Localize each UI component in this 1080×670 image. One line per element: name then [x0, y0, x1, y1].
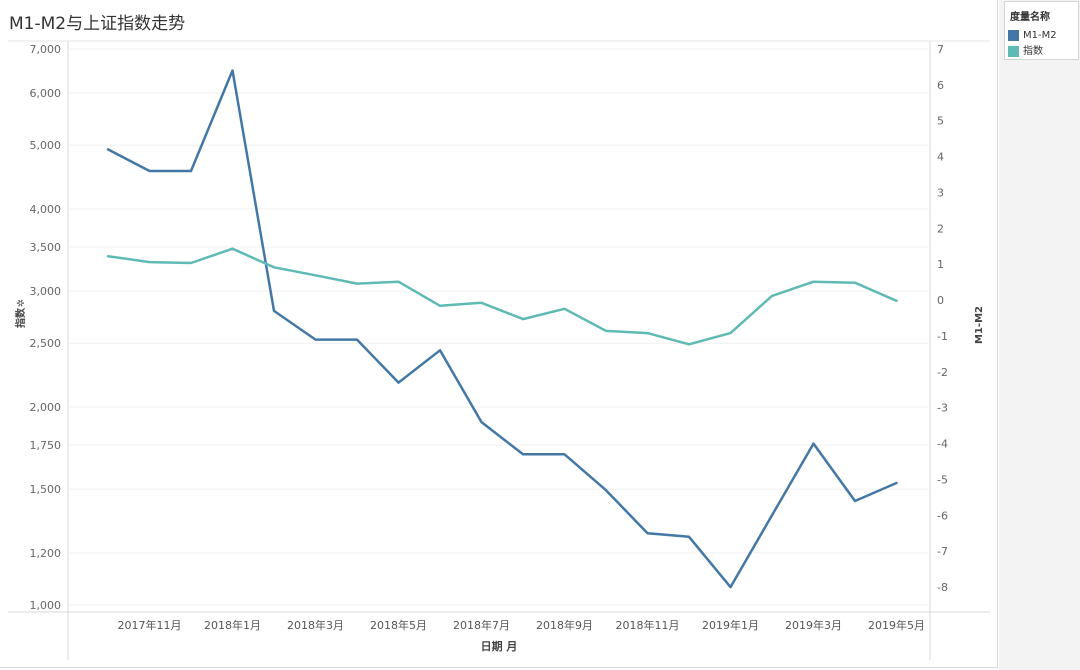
left-tick-label: 2,000: [30, 401, 62, 414]
left-axis-title: 指数: [14, 307, 27, 328]
right-tick-label: 4: [937, 151, 944, 164]
right-tick-label: -5: [937, 473, 948, 486]
series-line-index: [106, 247, 898, 346]
chart-svg: 1,000 1,200 1,500 1,750 2,000 2,500 3,000 3,500…: [8, 40, 990, 660]
x-tick-label: 2018年11月: [616, 618, 680, 632]
left-tick-label: 6,000: [30, 87, 62, 100]
chart-title: M1-M2与上证指数走势: [9, 14, 186, 34]
x-tick-label: 2019年5月: [868, 618, 925, 632]
x-tick-label: 2019年3月: [785, 618, 842, 632]
x-tick-label: 2017年11月: [118, 618, 182, 632]
x-tick-label: 2019年1月: [702, 618, 759, 632]
left-tick-label: 2,500: [30, 337, 62, 350]
x-tick-label: 2018年3月: [287, 618, 344, 632]
right-tick-label: -2: [937, 366, 948, 379]
right-tick-label: -6: [937, 509, 948, 522]
right-tick-label: 1: [937, 258, 944, 271]
right-tick-label: 0: [937, 294, 944, 307]
left-tick-label: 3,500: [30, 241, 62, 254]
right-tick-label: -3: [937, 402, 948, 415]
right-tick-label: 7: [937, 43, 944, 56]
x-tick-label: 2018年1月: [204, 618, 261, 632]
legend-title: 度量名称: [1010, 12, 1050, 23]
right-tick-label: -7: [937, 545, 948, 558]
x-tick-label: 2018年5月: [370, 618, 427, 632]
legend: 度量名称 M1-M2 指数: [1004, 1, 1079, 60]
legend-label-m1-m2: M1-M2: [1023, 30, 1057, 41]
left-tick-label: 7,000: [30, 43, 62, 56]
left-tick-label: 1,500: [30, 483, 62, 496]
left-tick-label: 1,000: [30, 599, 62, 612]
right-tick-label: -4: [937, 438, 948, 451]
right-tick-label: -8: [937, 581, 948, 594]
legend-label-index: 指数: [1023, 46, 1043, 57]
x-tick-label: 2018年9月: [536, 618, 593, 632]
legend-swatch-index: [1008, 46, 1019, 57]
left-tick-label: 3,000: [30, 285, 62, 298]
right-tick-label: 5: [937, 115, 944, 128]
left-tick-label: 1,200: [30, 547, 62, 560]
side-panel: [999, 0, 1080, 670]
left-tick-label: 5,000: [30, 139, 62, 152]
legend-swatch-m1-m2: [1008, 30, 1019, 41]
right-tick-label: -1: [937, 330, 948, 343]
x-axis-title: 日期 月: [481, 639, 518, 653]
series-line-m1-m2: [106, 69, 898, 589]
right-axis-title: M1-M2: [974, 306, 985, 344]
left-tick-label: 1,750: [30, 439, 62, 452]
pin-icon: ✲: [16, 299, 27, 307]
x-tick-label: 2018年7月: [453, 618, 510, 632]
right-tick-label: 6: [937, 79, 944, 92]
chart-view: M1-M2与上证指数走势 1,000 1,200 1,500 1,750 2,000 2,…: [0, 0, 998, 668]
left-tick-label: 4,000: [30, 203, 62, 216]
right-tick-label: 2: [937, 222, 944, 235]
right-tick-label: 3: [937, 186, 944, 199]
